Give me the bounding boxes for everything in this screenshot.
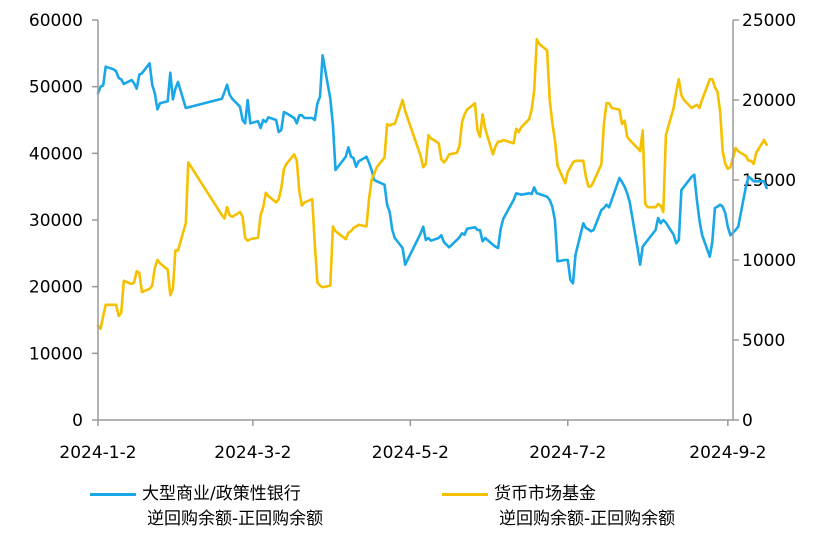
legend-label-0-line-1: 大型商业/政策性银行 xyxy=(142,484,301,504)
legend-label-1-line-2: 逆回购余额-正回购余额 xyxy=(499,509,676,529)
y-axis-right-ticks: 0 5000 10000 15000 20000 25000 xyxy=(733,11,796,431)
legend-label-0: 大型商业/政策性银行 逆回购余额-正回购余额 xyxy=(142,482,323,532)
series-line-0 xyxy=(96,53,768,285)
series-line-1 xyxy=(96,37,768,331)
y-left-tick-label: 0 xyxy=(72,411,83,431)
legend-label-1-line-1: 货币市场基金 xyxy=(494,484,596,504)
y-right-tick-label: 25000 xyxy=(742,11,796,31)
y-left-tick-label: 30000 xyxy=(29,211,83,231)
x-tick-label: 2024-1-2 xyxy=(59,443,136,463)
x-tick-label: 2024-5-2 xyxy=(372,443,449,463)
y-right-tick-label: 20000 xyxy=(742,91,796,111)
y-axis-left-ticks: 0 10000 20000 30000 40000 50000 60000 xyxy=(29,11,98,431)
legend-label-1: 货币市场基金 逆回购余额-正回购余额 xyxy=(494,482,675,532)
y-left-tick-label: 40000 xyxy=(29,144,83,164)
y-right-tick-label: 15000 xyxy=(742,171,796,191)
y-right-tick-label: 10000 xyxy=(742,251,796,271)
x-tick-label: 2024-3-2 xyxy=(214,443,291,463)
legend-swatch-1 xyxy=(442,493,488,496)
legend-swatch-0 xyxy=(90,493,136,496)
legend-label-0-line-2: 逆回购余额-正回购余额 xyxy=(147,509,324,529)
y-left-tick-label: 60000 xyxy=(29,11,83,31)
y-right-tick-label: 0 xyxy=(742,411,753,431)
y-right-tick-label: 5000 xyxy=(742,331,785,351)
y-left-tick-label: 50000 xyxy=(29,78,83,98)
y-left-tick-label: 20000 xyxy=(29,278,83,298)
x-axis-ticks: 2024-1-2 2024-3-2 2024-5-2 2024-7-2 2024-9-2 xyxy=(59,420,766,463)
x-tick-label: 2024-7-2 xyxy=(529,443,606,463)
series-layer xyxy=(96,37,768,331)
y-left-tick-label: 10000 xyxy=(29,344,83,364)
x-tick-label: 2024-9-2 xyxy=(689,443,766,463)
